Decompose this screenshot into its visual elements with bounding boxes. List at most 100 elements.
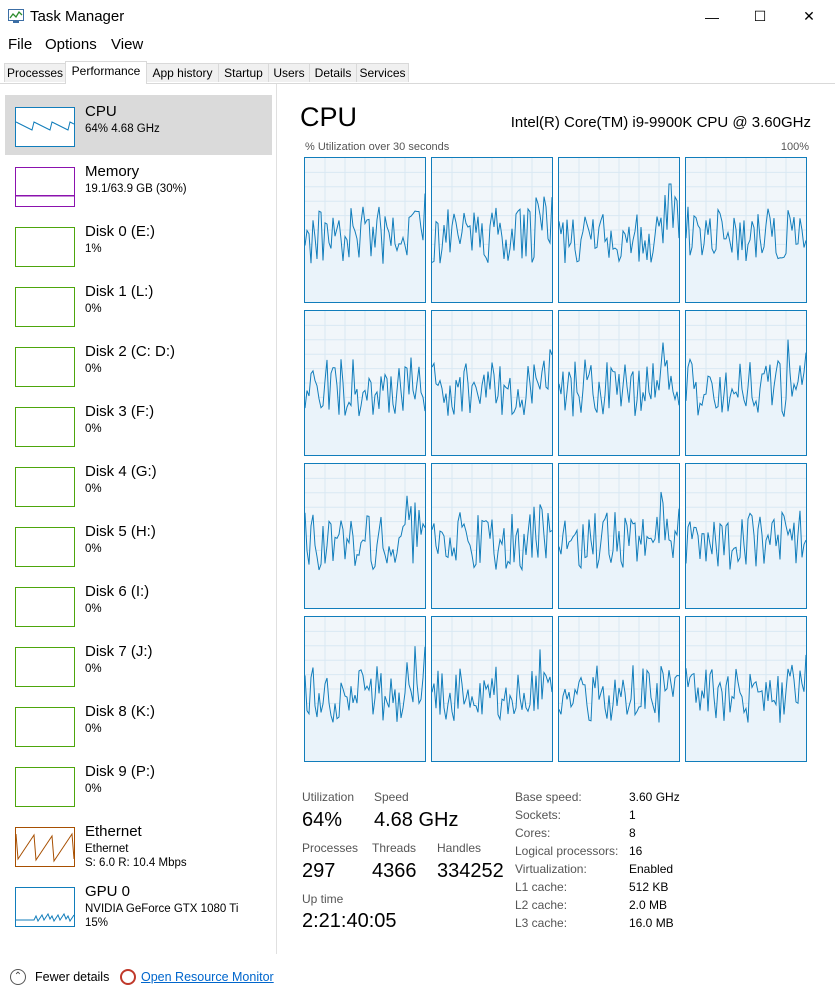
handles-value: 334252	[437, 860, 504, 882]
core-graph	[558, 463, 680, 609]
sidebar-item-value: 0%	[85, 423, 102, 435]
sidebar-item-name: Disk 2 (C: D:)	[85, 343, 175, 360]
spec-label: Base speed:	[515, 790, 582, 804]
sidebar-item[interactable]: Disk 6 (I:) 0%	[5, 575, 272, 635]
spec-label: Sockets:	[515, 808, 562, 822]
sidebar-item[interactable]: Disk 3 (F:) 0%	[5, 395, 272, 455]
sidebar-item-name: Disk 4 (G:)	[85, 463, 157, 480]
maximize-button[interactable]: ☐	[753, 8, 767, 24]
spec-value: 1	[629, 808, 636, 822]
sidebar-item[interactable]: Disk 0 (E:) 1%	[5, 215, 272, 275]
cpu-panel: CPU Intel(R) Core(TM) i9-9900K CPU @ 3.6…	[277, 84, 835, 954]
sidebar-item[interactable]: Disk 1 (L:) 0%	[5, 275, 272, 335]
sidebar-item[interactable]: Disk 9 (P:) 0%	[5, 755, 272, 815]
disk-graph-icon	[15, 467, 75, 507]
open-resource-monitor-link[interactable]: Open Resource Monitor	[141, 970, 274, 984]
disk-graph-icon	[15, 347, 75, 387]
sidebar-item[interactable]: CPU 64% 4.68 GHz	[5, 95, 272, 155]
tab-startup[interactable]: Startup	[218, 63, 269, 82]
tab-processes[interactable]: Processes	[4, 63, 66, 82]
spec-label: Cores:	[515, 826, 551, 840]
spec-label: Virtualization:	[515, 862, 587, 876]
sidebar-item[interactable]: Memory 19.1/63.9 GB (30%)	[5, 155, 272, 215]
menu-view[interactable]: View	[111, 36, 144, 53]
resource-monitor-icon	[120, 969, 136, 985]
core-graph	[558, 616, 680, 762]
spec-label: Logical processors:	[515, 844, 619, 858]
core-graph	[304, 310, 426, 456]
fewer-details-button[interactable]: Fewer details	[35, 970, 110, 984]
disk-graph-icon	[15, 587, 75, 627]
speed-label: Speed	[374, 790, 409, 804]
sidebar-item-value: 0%	[85, 663, 102, 675]
menu-file[interactable]: File	[8, 36, 33, 53]
disk-graph-icon	[15, 527, 75, 567]
processes-value: 297	[302, 860, 336, 882]
sidebar-item-name: Disk 7 (J:)	[85, 643, 153, 660]
sidebar-item-name: Ethernet	[85, 823, 142, 840]
sidebar-item-value: Ethernet	[85, 843, 129, 855]
sidebar-item-name: Disk 0 (E:)	[85, 223, 156, 240]
spec-value: Enabled	[629, 862, 674, 876]
threads-value: 4366	[372, 860, 417, 882]
cpu-model: Intel(R) Core(TM) i9-9900K CPU @ 3.60GHz	[510, 114, 811, 131]
tab-services[interactable]: Services	[356, 63, 409, 82]
core-graph	[431, 157, 553, 303]
sidebar-item-value: NVIDIA GeForce GTX 1080 Ti	[85, 903, 239, 915]
sidebar-item-name: Disk 6 (I:)	[85, 583, 150, 600]
sidebar-item-value: 0%	[85, 723, 102, 735]
sidebar-item[interactable]: Disk 8 (K:) 0%	[5, 695, 272, 755]
spec-value: 3.60 GHz	[629, 790, 680, 804]
uptime-label: Up time	[302, 892, 344, 906]
sidebar-item-value: 1%	[85, 243, 102, 255]
tab-performance[interactable]: Performance	[65, 61, 147, 84]
task-manager-icon	[8, 9, 24, 23]
close-button[interactable]: ✕	[803, 8, 815, 24]
sidebar-item-name: GPU 0	[85, 883, 131, 900]
disk-graph-icon	[15, 407, 75, 447]
tab-users[interactable]: Users	[268, 63, 310, 82]
disk-graph-icon	[15, 227, 75, 267]
ethernet-graph-icon	[15, 827, 75, 867]
memory-graph-icon	[15, 167, 75, 207]
sidebar-item-name: CPU	[85, 103, 117, 120]
chevron-up-icon[interactable]: ⌃	[10, 969, 26, 985]
sidebar-item[interactable]: Disk 7 (J:) 0%	[5, 635, 272, 695]
core-graph	[685, 310, 807, 456]
sidebar-item-value: 64% 4.68 GHz	[85, 123, 160, 135]
tab-app-history[interactable]: App history	[146, 63, 219, 82]
core-graph	[558, 157, 680, 303]
title-bar: Task Manager — ☐ ✕	[0, 0, 835, 33]
sidebar-item-name: Disk 5 (H:)	[85, 523, 156, 540]
sidebar-item[interactable]: Ethernet Ethernet S: 6.0 R: 10.4 Mbps	[5, 815, 272, 875]
core-graph	[304, 616, 426, 762]
disk-graph-icon	[15, 707, 75, 747]
sidebar-item[interactable]: Disk 2 (C: D:) 0%	[5, 335, 272, 395]
sidebar-item-detail: 15%	[85, 917, 109, 929]
spec-label: L2 cache:	[515, 898, 568, 912]
spec-value: 2.0 MB	[629, 898, 668, 912]
graph-label: % Utilization over 30 seconds	[305, 141, 450, 153]
spec-value: 16	[629, 844, 643, 858]
sidebar-item-detail: S: 6.0 R: 10.4 Mbps	[85, 857, 187, 869]
sidebar-item[interactable]: GPU 0 NVIDIA GeForce GTX 1080 Ti 15%	[5, 875, 272, 935]
sidebar-item[interactable]: Disk 4 (G:) 0%	[5, 455, 272, 515]
core-graph	[685, 463, 807, 609]
menu-options[interactable]: Options	[45, 36, 97, 53]
sidebar-item-value: 0%	[85, 543, 102, 555]
sidebar-item-value: 19.1/63.9 GB (30%)	[85, 183, 187, 195]
tab-details[interactable]: Details	[309, 63, 357, 82]
speed-value: 4.68 GHz	[374, 809, 459, 831]
sidebar-item[interactable]: Disk 5 (H:) 0%	[5, 515, 272, 575]
sidebar-item-value: 0%	[85, 603, 102, 615]
core-graph	[304, 157, 426, 303]
cpu-graph-icon	[15, 107, 75, 147]
spec-value: 16.0 MB	[629, 916, 674, 930]
spec-value: 512 KB	[629, 880, 669, 894]
minimize-button[interactable]: —	[705, 8, 719, 25]
sidebar-item-name: Memory	[85, 163, 140, 180]
spec-value: 8	[629, 826, 636, 840]
resource-sidebar: CPU 64% 4.68 GHz Memory 19.1/63.9 GB (30%) D…	[0, 84, 277, 954]
utilization-label: Utilization	[302, 790, 355, 804]
page-title: CPU	[300, 102, 358, 132]
